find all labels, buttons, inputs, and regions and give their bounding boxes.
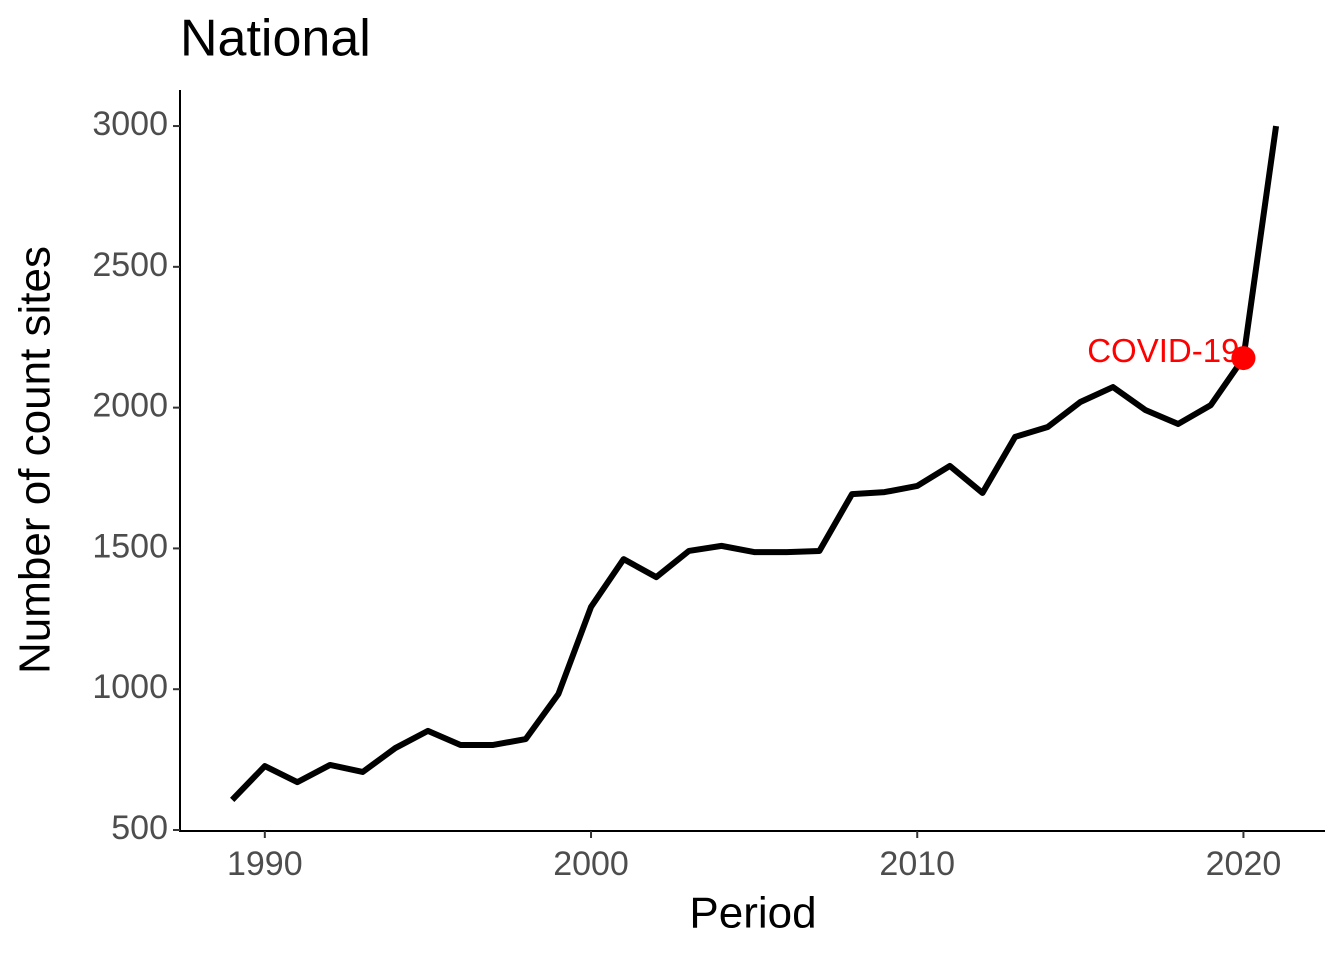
y-tick-label: 1000 — [92, 668, 168, 706]
x-tick-label: 1990 — [227, 845, 303, 883]
x-tick-label: 2010 — [879, 845, 955, 883]
x-tick-label: 2000 — [553, 845, 629, 883]
y-tick-label: 2000 — [92, 387, 168, 425]
y-tick-label: 2500 — [92, 246, 168, 284]
y-tick-label: 3000 — [92, 105, 168, 143]
annotation-label: COVID-19 — [1087, 332, 1239, 369]
data-line — [230, 125, 1280, 802]
chart-title: National — [180, 10, 371, 68]
x-tick-label: 2020 — [1206, 845, 1282, 883]
annotation-point — [1231, 346, 1256, 371]
y-axis-label: Number of count sites — [11, 246, 60, 674]
y-tick-label: 500 — [111, 809, 168, 847]
y-tick-label: 1500 — [92, 527, 168, 565]
x-axis-label: Period — [689, 889, 816, 938]
